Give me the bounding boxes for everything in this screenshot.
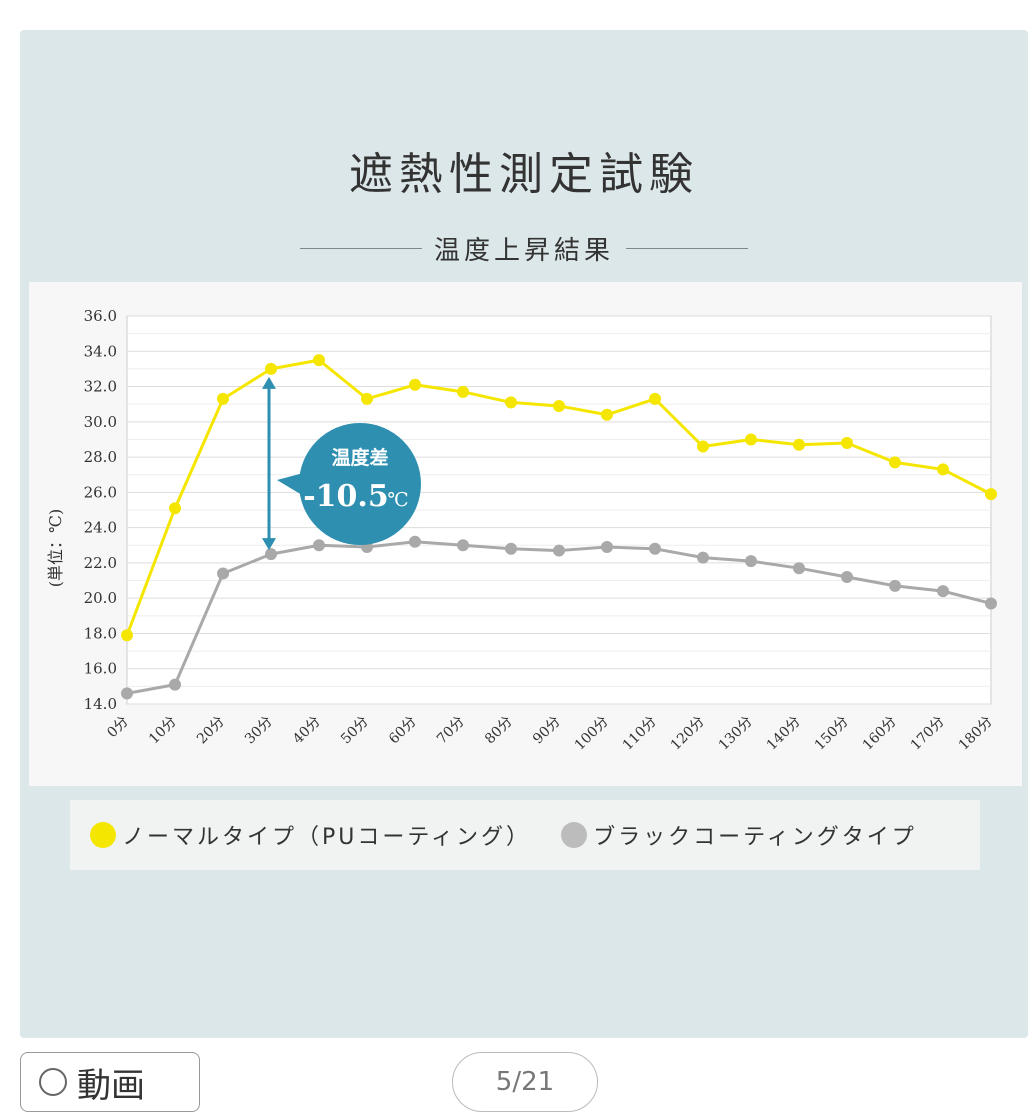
x-tick-label: 20分	[194, 714, 228, 748]
data-point-0	[649, 392, 661, 405]
data-point-1	[409, 535, 421, 548]
pager-text: 5/21	[495, 1067, 555, 1097]
data-point-0	[313, 354, 325, 367]
x-tick-label: 50分	[338, 714, 372, 748]
data-point-0	[793, 438, 805, 451]
data-point-1	[265, 548, 277, 561]
y-tick-label: 34.0	[84, 342, 117, 360]
legend-dot-gray	[561, 822, 588, 848]
x-tick-label: 30分	[242, 714, 276, 748]
data-point-0	[217, 392, 229, 405]
video-button-label: 動画	[77, 1065, 145, 1106]
data-point-0	[505, 396, 517, 409]
arrow-head-up	[262, 376, 276, 389]
y-tick-label: 36.0	[84, 307, 117, 325]
y-tick-label: 32.0	[84, 378, 117, 396]
data-point-1	[793, 562, 805, 575]
data-point-1	[889, 579, 901, 592]
x-tick-label: 110分	[620, 714, 660, 754]
page-subtitle: 温度上昇結果	[433, 235, 614, 266]
data-point-0	[841, 436, 853, 449]
x-tick-label: 100分	[572, 714, 612, 754]
x-tick-label: 40分	[290, 714, 324, 748]
data-point-1	[601, 541, 613, 554]
data-point-0	[169, 502, 181, 515]
page-title: 遮熱性測定試験	[349, 149, 699, 200]
x-tick-label: 150分	[812, 714, 852, 754]
x-tick-label: 70分	[434, 714, 468, 748]
y-tick-label: 22.0	[84, 554, 117, 572]
y-tick-label: 18.0	[84, 624, 117, 642]
data-point-1	[841, 571, 853, 584]
data-point-1	[457, 539, 469, 552]
play-circle-icon	[39, 1068, 67, 1096]
legend-item-normal: ノーマルタイプ（PUコーティング）	[90, 819, 531, 851]
data-point-0	[601, 408, 613, 421]
data-point-0	[457, 385, 469, 398]
data-point-0	[361, 392, 373, 405]
data-point-0	[265, 362, 277, 375]
data-point-1	[553, 544, 565, 557]
y-tick-label: 20.0	[84, 589, 117, 607]
x-tick-label: 0分	[104, 714, 132, 742]
x-tick-label: 130分	[716, 714, 756, 754]
data-point-1	[313, 539, 325, 552]
bubble-value: -10.5	[303, 479, 389, 514]
data-point-1	[985, 597, 997, 610]
x-tick-label: 120分	[668, 714, 708, 754]
legend-item-black: ブラックコーティングタイプ	[561, 819, 917, 851]
y-tick-label: 26.0	[84, 483, 117, 501]
data-point-1	[217, 567, 229, 580]
temperature-line-chart: 14.0 16.0 18.0 20.0 22.0 24.0 26.0 28.0 30.0 32.0…	[46, 307, 997, 754]
x-tick-label: 10分	[146, 714, 180, 748]
data-point-0	[937, 463, 949, 476]
x-tick-label: 60分	[386, 714, 420, 748]
data-point-1	[697, 551, 709, 564]
chart-legend: ノーマルタイプ（PUコーティング） ブラックコーティングタイプ	[70, 800, 980, 870]
chart-area: 14.0 16.0 18.0 20.0 22.0 24.0 26.0 28.0 30.0 32.0…	[29, 282, 1022, 786]
arrow-head-down	[262, 538, 276, 551]
bubble-label: 温度差	[331, 446, 388, 469]
x-tick-label: 80分	[482, 714, 516, 748]
legend-dot-yellow	[90, 822, 116, 848]
data-point-0	[697, 440, 709, 453]
bubble-unit: ℃	[387, 489, 408, 511]
data-point-0	[409, 378, 421, 391]
subtitle-row: 温度上昇結果	[20, 228, 1028, 268]
data-point-1	[937, 585, 949, 598]
y-tick-label: 14.0	[84, 695, 117, 713]
data-point-1	[649, 542, 661, 555]
video-button[interactable]: 動画	[20, 1052, 200, 1112]
subtitle-line-right	[626, 247, 748, 249]
data-point-0	[889, 456, 901, 469]
pager-indicator: 5/21	[452, 1052, 598, 1112]
y-tick-label: 30.0	[84, 413, 117, 431]
temperature-difference-bubble	[299, 423, 421, 545]
x-tick-label: 170分	[908, 714, 948, 754]
x-tick-label: 140分	[764, 714, 804, 754]
data-point-0	[553, 399, 565, 412]
data-point-0	[121, 629, 133, 642]
data-point-1	[121, 687, 133, 700]
data-point-1	[505, 542, 517, 555]
x-tick-label: 160分	[860, 714, 900, 754]
data-point-0	[745, 433, 757, 446]
data-point-1	[745, 555, 757, 568]
legend-label-normal: ノーマルタイプ（PUコーティング）	[122, 825, 532, 850]
subtitle-line-left	[299, 247, 422, 249]
y-tick-label: 24.0	[84, 519, 117, 537]
x-tick-label: 90分	[530, 714, 564, 748]
x-tick-label: 180分	[956, 714, 996, 754]
data-point-0	[985, 488, 997, 501]
y-tick-label: 16.0	[84, 660, 117, 678]
data-point-1	[169, 678, 181, 691]
legend-label-black: ブラックコーティングタイプ	[593, 825, 917, 850]
y-tick-label: 28.0	[84, 448, 117, 466]
y-axis-label: (単位：℃)	[46, 509, 65, 587]
